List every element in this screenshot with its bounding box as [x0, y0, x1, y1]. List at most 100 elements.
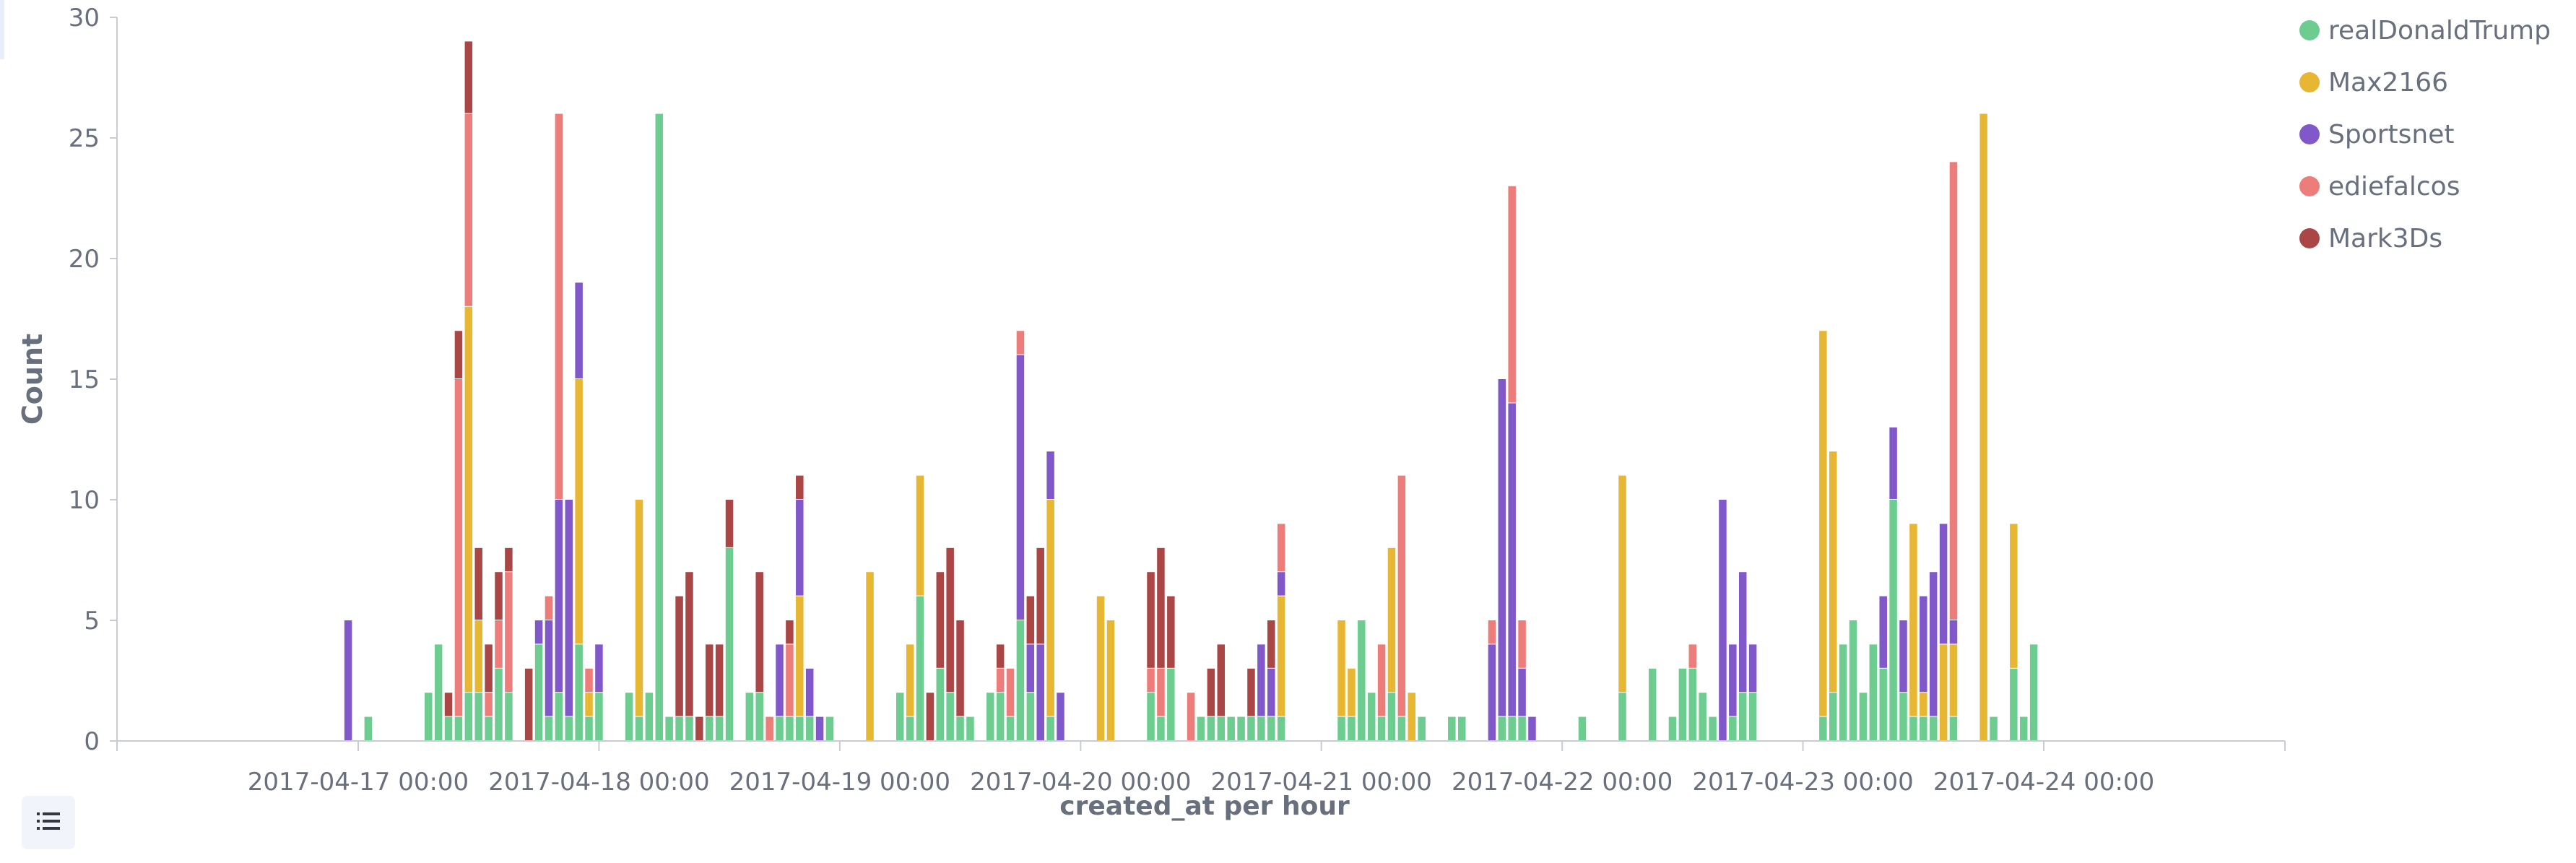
bar-segment-realdonaldtrump — [2019, 716, 2028, 740]
bar-segment-max2166 — [1337, 620, 1345, 716]
legend-dot-mark3ds — [2299, 228, 2320, 248]
bar-segment-sportsnet — [1016, 355, 1025, 620]
bar-segment-realdonaldtrump — [755, 693, 763, 740]
bar-segment-max2166 — [585, 693, 593, 716]
legend-item-max2166[interactable]: Max2166 — [2299, 56, 2551, 108]
bar-segment-ediefalcos — [1688, 644, 1697, 668]
x-tick-label: 2017-04-18 00:00 — [488, 768, 709, 797]
bar-segment-max2166 — [1920, 693, 1927, 716]
legend-dot-ediefalcos — [2299, 176, 2320, 196]
bar-segment-ediefalcos — [1397, 475, 1406, 716]
bar-segment-realdonaldtrump — [2029, 644, 2038, 740]
bar-segment-realdonaldtrump — [1387, 693, 1396, 740]
bar-segment-realdonaldtrump — [1849, 620, 1857, 740]
bar-segment-ediefalcos — [786, 644, 794, 716]
bar-segment-realdonaldtrump — [1819, 716, 1827, 740]
bar-segment-sportsnet — [1899, 620, 1907, 693]
bar-segment-realdonaldtrump — [936, 668, 945, 740]
bar-segment-realdonaldtrump — [745, 693, 754, 740]
bar-segment-max2166 — [1046, 500, 1054, 716]
bar-segment-ediefalcos — [505, 572, 513, 693]
bar-segment-ediefalcos — [545, 596, 553, 620]
bar-segment-realdonaldtrump — [906, 716, 914, 740]
bar-segment-realdonaldtrump — [1889, 500, 1897, 740]
bar-segment-realdonaldtrump — [805, 716, 814, 740]
bar-segment-mark3ds — [485, 644, 493, 693]
bar-segment-realdonaldtrump — [1879, 668, 1887, 740]
bar-segment-realdonaldtrump — [474, 693, 482, 740]
bar-segment-max2166 — [1939, 644, 1948, 740]
bar-segment-realdonaldtrump — [495, 668, 503, 740]
legend: realDonaldTrump Max2166 Sportsnet ediefa… — [2299, 4, 2551, 264]
bar-segment-realdonaldtrump — [655, 113, 664, 741]
bar-segment-max2166 — [1979, 113, 1987, 741]
legend-dot-max2166 — [2299, 72, 2320, 92]
legend-item-realdonaldtrump[interactable]: realDonaldTrump — [2299, 4, 2551, 56]
legend-dot-realdonaldtrump — [2299, 20, 2320, 40]
bar-segment-realdonaldtrump — [1668, 716, 1677, 740]
bar-segment-mark3ds — [936, 572, 945, 668]
bar-segment-realdonaldtrump — [685, 716, 693, 740]
bar-segment-mark3ds — [1147, 572, 1155, 668]
bar-segment-mark3ds — [444, 693, 453, 716]
y-tick-label: 30 — [69, 4, 100, 32]
bar-segment-sportsnet — [1277, 572, 1285, 596]
bar-segment-realdonaldtrump — [1829, 693, 1837, 740]
bar-segment-ediefalcos — [585, 668, 593, 693]
bar-segment-sportsnet — [1920, 596, 1927, 693]
bar-segment-realdonaldtrump — [916, 596, 924, 740]
bar-segment-realdonaldtrump — [1869, 644, 1878, 740]
bar-segment-realdonaldtrump — [1257, 716, 1265, 740]
bar-segment-realdonaldtrump — [1688, 668, 1697, 740]
bar-segment-max2166 — [916, 475, 924, 596]
bar-segment-realdonaldtrump — [1247, 716, 1255, 740]
bar-segment-ediefalcos — [464, 113, 473, 306]
bar-segment-ediefalcos — [1508, 186, 1516, 403]
bar-segment-ediefalcos — [555, 113, 563, 500]
bar-segment-realdonaldtrump — [1448, 716, 1456, 740]
bar-segment-sportsnet — [1939, 524, 1948, 644]
bar-segment-realdonaldtrump — [1899, 693, 1907, 740]
bar-segment-sportsnet — [1488, 644, 1496, 740]
bar-segment-realdonaldtrump — [1839, 644, 1847, 740]
axes: 0 5 10 15 20 25 30 2017-04-17 00:00 2017-04-18 0… — [69, 4, 2286, 797]
bar-segment-realdonaldtrump — [545, 716, 553, 740]
x-tick-label: 2017-04-20 00:00 — [970, 768, 1191, 797]
bar-segment-sportsnet — [1508, 403, 1516, 716]
x-tick-label: 2017-04-19 00:00 — [729, 768, 950, 797]
bar-segment-mark3ds — [1267, 620, 1275, 668]
bar-segment-realdonaldtrump — [956, 716, 964, 740]
y-tick-label: 0 — [84, 727, 100, 756]
bar-segment-realdonaldtrump — [505, 693, 513, 740]
bar-segment-sportsnet — [575, 282, 583, 378]
bar-segment-ediefalcos — [1187, 693, 1195, 740]
bar-segment-realdonaldtrump — [1618, 693, 1626, 740]
bar-segment-max2166 — [1106, 620, 1115, 740]
bar-segment-mark3ds — [495, 572, 503, 620]
legend-item-ediefalcos[interactable]: ediefalcos — [2299, 160, 2551, 212]
bar-segment-realdonaldtrump — [1518, 716, 1526, 740]
bar-segment-mark3ds — [1036, 547, 1044, 644]
y-axis-label: Count — [17, 334, 48, 425]
bar-segment-max2166 — [1829, 451, 1837, 693]
bar-segment-max2166 — [796, 596, 804, 716]
bar-segment-ediefalcos — [454, 379, 463, 716]
legend-item-mark3ds[interactable]: Mark3Ds — [2299, 212, 2551, 264]
legend-item-sportsnet[interactable]: Sportsnet — [2299, 108, 2551, 160]
bar-segment-sportsnet — [1729, 644, 1737, 716]
bar-segment-mark3ds — [755, 572, 763, 693]
bar-segment-sportsnet — [1267, 668, 1275, 716]
bar-segment-mark3ds — [796, 475, 804, 499]
x-tick-label: 2017-04-23 00:00 — [1692, 768, 1913, 797]
bar-segment-max2166 — [1348, 668, 1356, 716]
bar-segment-realdonaldtrump — [725, 547, 734, 740]
bar-segment-ediefalcos — [1147, 668, 1155, 693]
bar-segment-ediefalcos — [485, 693, 493, 716]
bar-segment-mark3ds — [505, 547, 513, 572]
bar-segment-sportsnet — [796, 500, 804, 596]
legend-toggle-button[interactable] — [22, 796, 75, 849]
bar-segment-realdonaldtrump — [1498, 716, 1506, 740]
bar-segment-realdonaldtrump — [434, 644, 443, 740]
bar-segment-mark3ds — [675, 596, 683, 716]
